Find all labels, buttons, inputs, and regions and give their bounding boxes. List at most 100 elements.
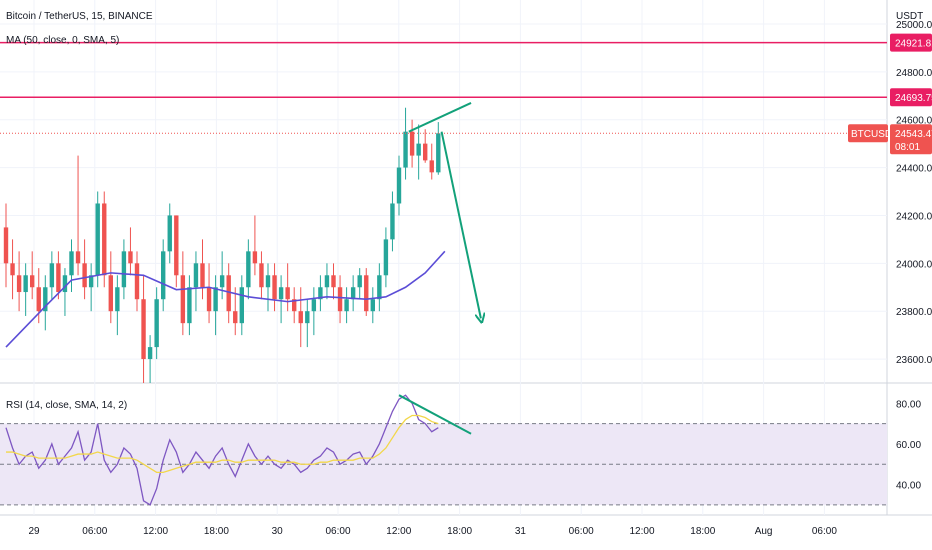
- price-overlays: [0, 41, 887, 319]
- candle-body: [82, 263, 87, 288]
- rsi-trendline: [398, 394, 472, 435]
- candle-body: [318, 287, 323, 300]
- candle-body: [337, 287, 343, 312]
- resistance-price-label: 24693.75: [895, 93, 932, 104]
- time-tick-label: 30: [272, 526, 284, 537]
- time-tick-label: 18:00: [690, 526, 715, 537]
- resistance-price-tag: [890, 88, 932, 107]
- price-tick-label: 23600.00: [896, 355, 932, 366]
- candle-body: [141, 299, 146, 360]
- candle-body: [219, 275, 225, 288]
- candle-body: [226, 275, 231, 312]
- candle-body: [16, 275, 22, 293]
- time-tick-label: 29: [28, 526, 40, 537]
- candle-body: [49, 263, 55, 288]
- time-tick-label: 06:00: [325, 526, 350, 537]
- candle-body: [246, 251, 251, 288]
- time-tick-label: 12:00: [386, 526, 411, 537]
- time-tick-label: 06:00: [569, 526, 594, 537]
- candle-body: [285, 287, 290, 300]
- candle-body: [396, 167, 402, 204]
- candle-body: [187, 287, 192, 324]
- symbol-tag-label: BTCUSDT: [851, 129, 898, 140]
- time-tick-label: 06:00: [812, 526, 837, 537]
- candle-body: [292, 299, 297, 312]
- price-pane: [3, 107, 446, 383]
- candle-body: [311, 299, 317, 312]
- candle-body: [429, 160, 434, 173]
- candle-body: [43, 287, 48, 312]
- candle-body: [403, 131, 408, 168]
- candle-body: [56, 263, 61, 293]
- ma-legend[interactable]: MA (50, close, 0, SMA, 5): [6, 35, 119, 46]
- rsi-tick-label: 60.00: [896, 440, 921, 451]
- candle-body: [272, 275, 277, 300]
- candle-body: [154, 299, 159, 348]
- candle-body: [147, 347, 153, 360]
- candle-body: [305, 311, 310, 324]
- currency-label: USDT: [896, 11, 923, 22]
- candle-body: [252, 251, 258, 264]
- rsi-line: [5, 394, 439, 506]
- candle-body: [423, 143, 428, 161]
- price-tick-label: 24800.00: [896, 68, 932, 79]
- candle-body: [278, 287, 284, 300]
- time-tick-label: Aug: [755, 526, 773, 537]
- candle-body: [324, 275, 330, 288]
- candle-body: [128, 251, 133, 264]
- candle-body: [10, 263, 15, 276]
- price-tick-label: 25000.00: [896, 20, 932, 31]
- candle-body: [180, 275, 186, 324]
- candle-body: [206, 287, 212, 312]
- candle-body: [200, 263, 205, 288]
- candle-body: [370, 299, 375, 312]
- candle-body: [167, 215, 172, 252]
- time-tick-label: 31: [515, 526, 527, 537]
- price-tick-label: 24200.00: [896, 211, 932, 222]
- countdown-label: 08:01: [895, 142, 920, 153]
- candle-body: [69, 251, 74, 276]
- candle-body: [383, 239, 389, 276]
- resistance-price-label: 24921.81: [895, 39, 932, 50]
- candle-body: [174, 215, 179, 276]
- rsi-legend[interactable]: RSI (14, close, SMA, 14, 2): [6, 400, 127, 411]
- candle-body: [377, 275, 382, 300]
- candle-body: [62, 275, 68, 293]
- rsi-pane: [0, 394, 887, 506]
- candle-body: [115, 287, 120, 312]
- ma-line: [5, 250, 446, 348]
- resistance-price-tag: [890, 33, 932, 52]
- price-axis[interactable]: 25000.00 24800.00 24600.00 24400.00 24200.00…: [848, 20, 932, 492]
- candle-body: [259, 263, 264, 288]
- drawn-trendline: [408, 102, 472, 133]
- candle-body: [95, 203, 100, 276]
- candle-body: [350, 287, 356, 300]
- candle-body: [102, 203, 107, 276]
- candle-body: [134, 263, 140, 300]
- candle-body: [409, 131, 415, 156]
- candle-body: [357, 275, 362, 288]
- candle-body: [30, 275, 35, 288]
- candle-body: [265, 275, 271, 288]
- time-tick-label: 12:00: [629, 526, 654, 537]
- candle-body: [298, 311, 303, 324]
- time-tick-label: 18:00: [447, 526, 472, 537]
- symbol-title: Bitcoin / TetherUS, 15, BINANCE: [6, 11, 153, 22]
- drawn-arrow: [440, 131, 481, 319]
- candle-body: [416, 143, 421, 156]
- time-tick-label: 18:00: [204, 526, 229, 537]
- time-axis[interactable]: 29 06:00 12:00 18:00 30 06:00 12:00 18:00 31 06:0…: [28, 526, 837, 537]
- candle-body: [161, 251, 166, 300]
- candle-body: [436, 133, 441, 173]
- candle-body: [108, 275, 113, 312]
- rsi-ma-line: [6, 414, 439, 474]
- candle-body: [193, 263, 199, 288]
- rsi-tick-label: 40.00: [896, 481, 921, 492]
- candle-body: [213, 287, 218, 312]
- time-tick-label: 06:00: [82, 526, 107, 537]
- candle-body: [331, 275, 336, 288]
- price-tick-label: 24600.00: [896, 116, 932, 127]
- candle-body: [390, 203, 395, 240]
- candle-body: [344, 299, 349, 312]
